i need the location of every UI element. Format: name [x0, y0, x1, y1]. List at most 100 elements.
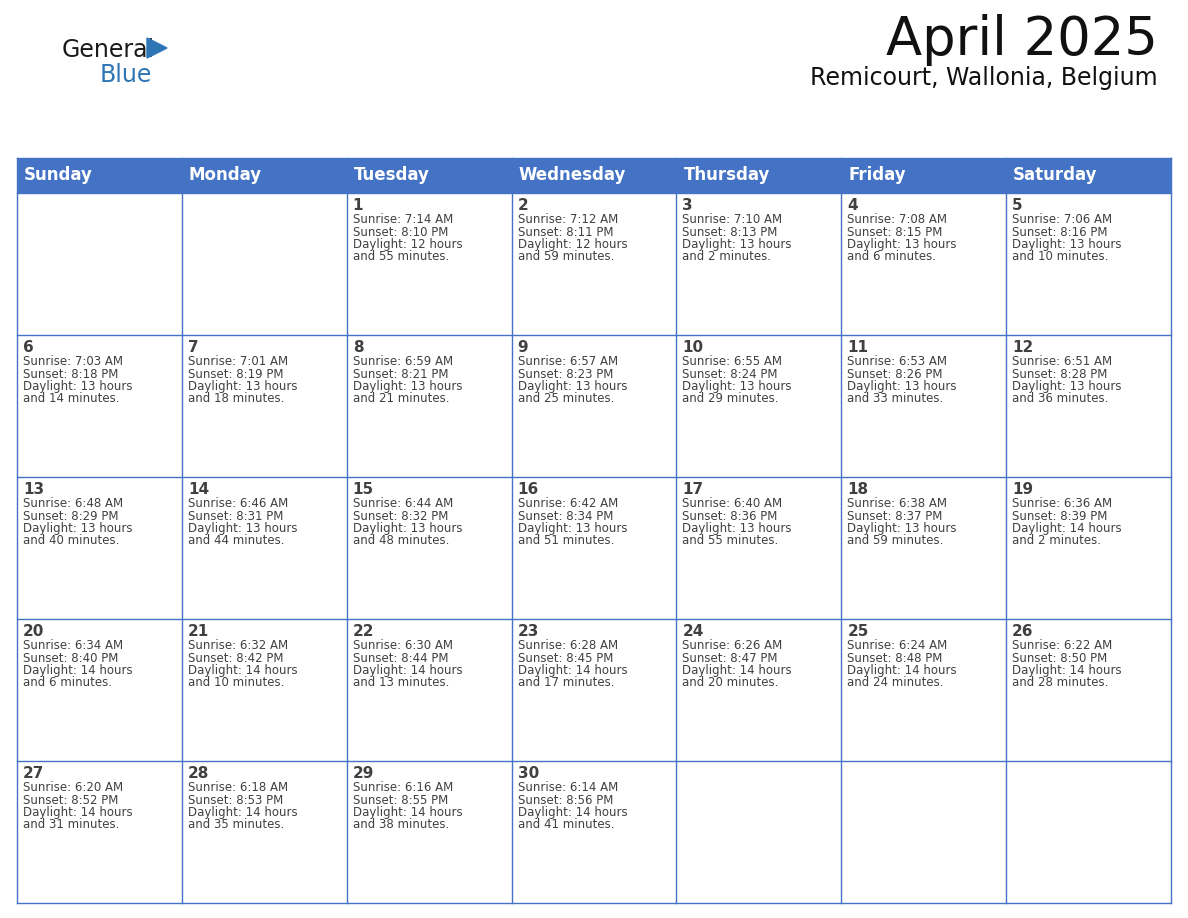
Text: Daylight: 13 hours: Daylight: 13 hours: [23, 380, 133, 393]
Text: 3: 3: [682, 198, 693, 213]
Text: and 13 minutes.: and 13 minutes.: [353, 677, 449, 689]
Text: Sunrise: 6:16 AM: Sunrise: 6:16 AM: [353, 781, 453, 794]
Text: Sunrise: 7:06 AM: Sunrise: 7:06 AM: [1012, 213, 1112, 226]
Text: 8: 8: [353, 340, 364, 355]
Text: Sunset: 8:18 PM: Sunset: 8:18 PM: [23, 367, 119, 380]
Text: Daylight: 13 hours: Daylight: 13 hours: [682, 522, 792, 535]
Text: Daylight: 13 hours: Daylight: 13 hours: [518, 522, 627, 535]
Text: 24: 24: [682, 624, 703, 639]
Text: and 40 minutes.: and 40 minutes.: [23, 534, 119, 547]
Text: Sunset: 8:39 PM: Sunset: 8:39 PM: [1012, 509, 1107, 522]
Bar: [347, 193, 512, 335]
Text: and 2 minutes.: and 2 minutes.: [1012, 534, 1101, 547]
Text: and 59 minutes.: and 59 minutes.: [847, 534, 943, 547]
Bar: [347, 477, 512, 619]
Text: Sunset: 8:47 PM: Sunset: 8:47 PM: [682, 652, 778, 665]
Text: Sunrise: 6:34 AM: Sunrise: 6:34 AM: [23, 639, 124, 652]
Text: Sunrise: 7:03 AM: Sunrise: 7:03 AM: [23, 355, 124, 368]
Text: Sunset: 8:28 PM: Sunset: 8:28 PM: [1012, 367, 1107, 380]
Text: Daylight: 13 hours: Daylight: 13 hours: [1012, 380, 1121, 393]
Text: Sunset: 8:56 PM: Sunset: 8:56 PM: [518, 793, 613, 807]
Text: 2: 2: [518, 198, 529, 213]
Text: Sunset: 8:52 PM: Sunset: 8:52 PM: [23, 793, 119, 807]
Text: Sunrise: 7:10 AM: Sunrise: 7:10 AM: [682, 213, 783, 226]
Text: Sunrise: 6:28 AM: Sunrise: 6:28 AM: [518, 639, 618, 652]
Text: Daylight: 13 hours: Daylight: 13 hours: [188, 380, 297, 393]
Bar: [347, 619, 512, 761]
Text: Daylight: 13 hours: Daylight: 13 hours: [353, 522, 462, 535]
Text: Sunset: 8:48 PM: Sunset: 8:48 PM: [847, 652, 942, 665]
Text: Daylight: 13 hours: Daylight: 13 hours: [847, 380, 956, 393]
Text: Sunset: 8:37 PM: Sunset: 8:37 PM: [847, 509, 942, 522]
Text: Daylight: 14 hours: Daylight: 14 hours: [518, 664, 627, 677]
Text: Sunrise: 7:14 AM: Sunrise: 7:14 AM: [353, 213, 453, 226]
Text: 23: 23: [518, 624, 539, 639]
Text: Sunrise: 6:26 AM: Sunrise: 6:26 AM: [682, 639, 783, 652]
Text: Sunset: 8:16 PM: Sunset: 8:16 PM: [1012, 226, 1107, 239]
Bar: [841, 761, 1006, 903]
Text: Wednesday: Wednesday: [519, 166, 626, 185]
Text: 12: 12: [1012, 340, 1034, 355]
Text: Sunset: 8:45 PM: Sunset: 8:45 PM: [518, 652, 613, 665]
Bar: [676, 335, 841, 477]
Text: 11: 11: [847, 340, 868, 355]
Text: Daylight: 14 hours: Daylight: 14 hours: [353, 806, 462, 819]
Text: 15: 15: [353, 482, 374, 497]
Text: Sunrise: 6:22 AM: Sunrise: 6:22 AM: [1012, 639, 1112, 652]
Text: Daylight: 13 hours: Daylight: 13 hours: [847, 238, 956, 251]
Text: Monday: Monday: [189, 166, 263, 185]
Bar: [1006, 193, 1171, 335]
Bar: [347, 761, 512, 903]
Text: Sunset: 8:15 PM: Sunset: 8:15 PM: [847, 226, 942, 239]
Bar: [1006, 619, 1171, 761]
Text: Remicourt, Wallonia, Belgium: Remicourt, Wallonia, Belgium: [810, 66, 1158, 90]
Text: Sunset: 8:19 PM: Sunset: 8:19 PM: [188, 367, 284, 380]
Bar: [182, 477, 347, 619]
Text: Daylight: 13 hours: Daylight: 13 hours: [518, 380, 627, 393]
Bar: [17, 619, 182, 761]
Text: Sunrise: 6:55 AM: Sunrise: 6:55 AM: [682, 355, 783, 368]
Text: and 59 minutes.: and 59 minutes.: [518, 251, 614, 263]
Text: 16: 16: [518, 482, 539, 497]
Text: Sunrise: 6:30 AM: Sunrise: 6:30 AM: [353, 639, 453, 652]
Text: Saturday: Saturday: [1013, 166, 1098, 185]
Text: Daylight: 14 hours: Daylight: 14 hours: [23, 806, 133, 819]
Text: Sunrise: 6:36 AM: Sunrise: 6:36 AM: [1012, 497, 1112, 510]
Text: and 51 minutes.: and 51 minutes.: [518, 534, 614, 547]
Bar: [17, 158, 1171, 193]
Text: 18: 18: [847, 482, 868, 497]
Text: 14: 14: [188, 482, 209, 497]
Text: Sunrise: 6:46 AM: Sunrise: 6:46 AM: [188, 497, 289, 510]
Text: and 28 minutes.: and 28 minutes.: [1012, 677, 1108, 689]
Text: Sunrise: 6:42 AM: Sunrise: 6:42 AM: [518, 497, 618, 510]
Text: Sunset: 8:55 PM: Sunset: 8:55 PM: [353, 793, 448, 807]
Text: Daylight: 14 hours: Daylight: 14 hours: [1012, 522, 1121, 535]
Text: 25: 25: [847, 624, 868, 639]
Text: Sunrise: 6:24 AM: Sunrise: 6:24 AM: [847, 639, 948, 652]
Text: Daylight: 13 hours: Daylight: 13 hours: [353, 380, 462, 393]
Text: Daylight: 13 hours: Daylight: 13 hours: [847, 522, 956, 535]
Bar: [512, 193, 676, 335]
Text: Sunrise: 6:14 AM: Sunrise: 6:14 AM: [518, 781, 618, 794]
Text: Sunrise: 6:44 AM: Sunrise: 6:44 AM: [353, 497, 453, 510]
Text: Sunrise: 6:51 AM: Sunrise: 6:51 AM: [1012, 355, 1112, 368]
Bar: [182, 761, 347, 903]
Bar: [512, 335, 676, 477]
Text: Daylight: 14 hours: Daylight: 14 hours: [23, 664, 133, 677]
Text: Sunset: 8:34 PM: Sunset: 8:34 PM: [518, 509, 613, 522]
Text: Sunset: 8:53 PM: Sunset: 8:53 PM: [188, 793, 283, 807]
Text: and 31 minutes.: and 31 minutes.: [23, 819, 119, 832]
Bar: [841, 193, 1006, 335]
Text: Sunset: 8:21 PM: Sunset: 8:21 PM: [353, 367, 448, 380]
Text: 21: 21: [188, 624, 209, 639]
Text: 9: 9: [518, 340, 529, 355]
Bar: [1006, 477, 1171, 619]
Bar: [17, 761, 182, 903]
Text: General: General: [62, 38, 156, 62]
Text: 26: 26: [1012, 624, 1034, 639]
Text: Sunrise: 7:12 AM: Sunrise: 7:12 AM: [518, 213, 618, 226]
Text: Daylight: 14 hours: Daylight: 14 hours: [1012, 664, 1121, 677]
Bar: [512, 477, 676, 619]
Text: Sunrise: 7:08 AM: Sunrise: 7:08 AM: [847, 213, 947, 226]
Text: Sunset: 8:11 PM: Sunset: 8:11 PM: [518, 226, 613, 239]
